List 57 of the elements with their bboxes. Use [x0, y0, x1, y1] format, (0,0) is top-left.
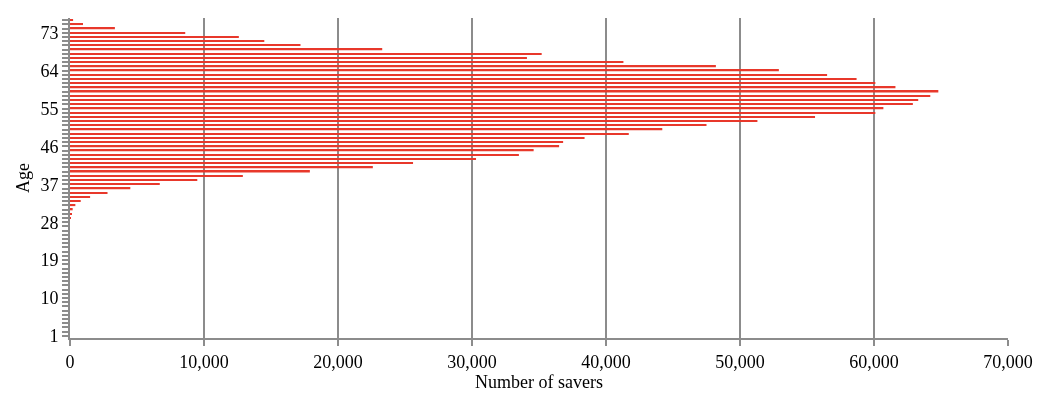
bar: [70, 57, 527, 59]
x-tick-label: 20,000: [313, 351, 363, 372]
bar: [70, 95, 931, 97]
bar: [70, 36, 239, 38]
bar: [70, 120, 758, 122]
y-tick-label: 64: [40, 60, 59, 81]
bar: [70, 86, 896, 89]
x-tick-label: 50,000: [715, 351, 765, 372]
x-axis-title: Number of savers: [475, 371, 603, 392]
y-tick-label: 55: [40, 98, 59, 119]
bar: [70, 65, 716, 68]
x-tick-label: 40,000: [581, 351, 631, 372]
bar: [70, 124, 707, 127]
bar: [70, 40, 265, 42]
y-tick-label: 10: [40, 288, 59, 309]
bar: [70, 141, 564, 143]
bar: [70, 53, 542, 55]
x-tick-label: 0: [65, 351, 75, 372]
x-tick-label: 30,000: [447, 351, 497, 372]
y-tick-label: 46: [40, 136, 59, 157]
bar: [70, 166, 373, 169]
y-tick-label: 19: [40, 250, 59, 271]
bar: [70, 179, 198, 181]
x-tick-label: 10,000: [179, 351, 229, 372]
bar: [70, 183, 160, 186]
bar: [70, 44, 301, 47]
bar: [70, 154, 519, 156]
bar: [70, 192, 108, 194]
bar: [70, 162, 414, 164]
bar: [70, 208, 73, 211]
bar: [70, 61, 624, 63]
y-tick-label: 1: [49, 326, 59, 347]
x-tick-label: 60,000: [849, 351, 899, 372]
bar: [70, 99, 919, 101]
bar: [70, 145, 560, 148]
y-tick-label: 73: [40, 23, 59, 44]
bar: [70, 204, 76, 207]
bar: [70, 200, 81, 202]
y-tick-label: 37: [40, 174, 59, 195]
y-axis-title: Age: [13, 163, 34, 193]
y-tick-label: 28: [40, 212, 59, 233]
bar: [70, 196, 91, 198]
bar: [70, 19, 74, 21]
bar: [70, 103, 913, 106]
bar: [70, 158, 477, 160]
bar: [70, 74, 828, 76]
bar: [70, 133, 629, 135]
bar: [70, 116, 816, 118]
bar: [70, 32, 186, 34]
bar: [70, 213, 73, 215]
bar: [70, 23, 83, 26]
bar: [70, 137, 585, 139]
bar: [70, 175, 243, 177]
bar: [70, 78, 857, 80]
bar: [70, 112, 876, 114]
bar: [70, 82, 876, 84]
x-tick-label: 70,000: [983, 351, 1033, 372]
